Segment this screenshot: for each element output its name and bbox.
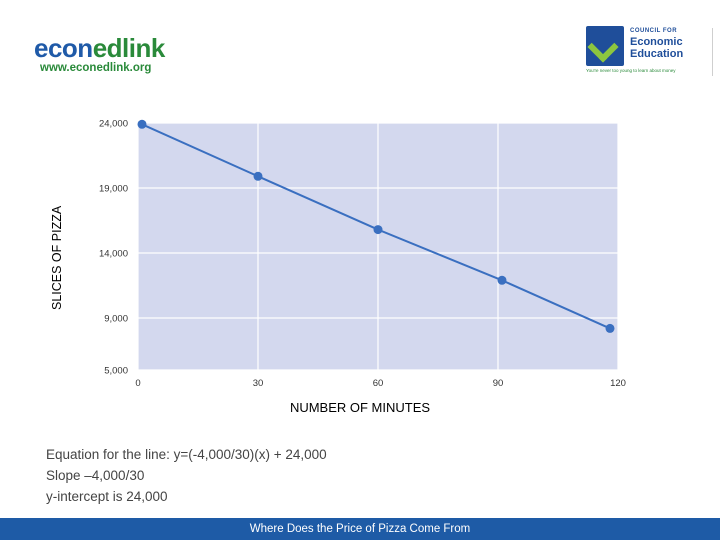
- cee-mark-icon: [586, 26, 624, 66]
- y-tick-label: 19,000: [99, 184, 128, 195]
- y-tick-label: 14,000: [99, 249, 128, 260]
- equation-text: Equation for the line: y=(-4,000/30)(x) …: [46, 447, 327, 462]
- logo-divider: [712, 28, 713, 76]
- council-economic-education-logo: COUNCIL FOR Economic Education You're ne…: [586, 24, 686, 78]
- logo-council-for: COUNCIL FOR: [630, 28, 678, 34]
- data-point: [605, 323, 615, 333]
- footer-bar: Where Does the Price of Pizza Come From: [0, 518, 720, 540]
- data-point: [497, 275, 507, 285]
- logo-education: Education: [630, 48, 684, 60]
- x-tick-label: 120: [610, 378, 626, 389]
- equation-notes: Equation for the line: y=(-4,000/30)(x) …: [46, 444, 327, 507]
- data-point: [373, 225, 383, 235]
- y-tick-label: 9,000: [104, 314, 128, 325]
- logo-brand-part-1: econ: [34, 33, 93, 63]
- econedlink-logo: econedlink www.econedlink.org: [34, 33, 166, 74]
- logo-tagline: You're never too young to learn about mo…: [586, 68, 676, 73]
- x-tick-label: 0: [135, 378, 140, 389]
- x-tick-label: 30: [253, 378, 264, 389]
- footer-title: Where Does the Price of Pizza Come From: [249, 523, 471, 535]
- slope-text: Slope –4,000/30: [46, 468, 145, 483]
- y-tick-label: 5,000: [104, 366, 128, 377]
- logo-brand-part-2: edlink: [92, 33, 166, 63]
- y-axis-label: SLICES OF PIZZA: [50, 205, 64, 310]
- x-axis-label: NUMBER OF MINUTES: [289, 400, 431, 415]
- logo-economic: Economic: [630, 36, 683, 48]
- econedlink-brand: econedlink: [34, 33, 166, 63]
- x-tick-label: 60: [373, 378, 384, 389]
- data-point: [253, 171, 263, 181]
- x-tick-label: 90: [493, 378, 504, 389]
- y-tick-label: 24,000: [99, 119, 128, 130]
- data-point: [137, 119, 147, 129]
- econedlink-url: www.econedlink.org: [40, 62, 152, 74]
- y-intercept-text: y-intercept is 24,000: [46, 489, 168, 504]
